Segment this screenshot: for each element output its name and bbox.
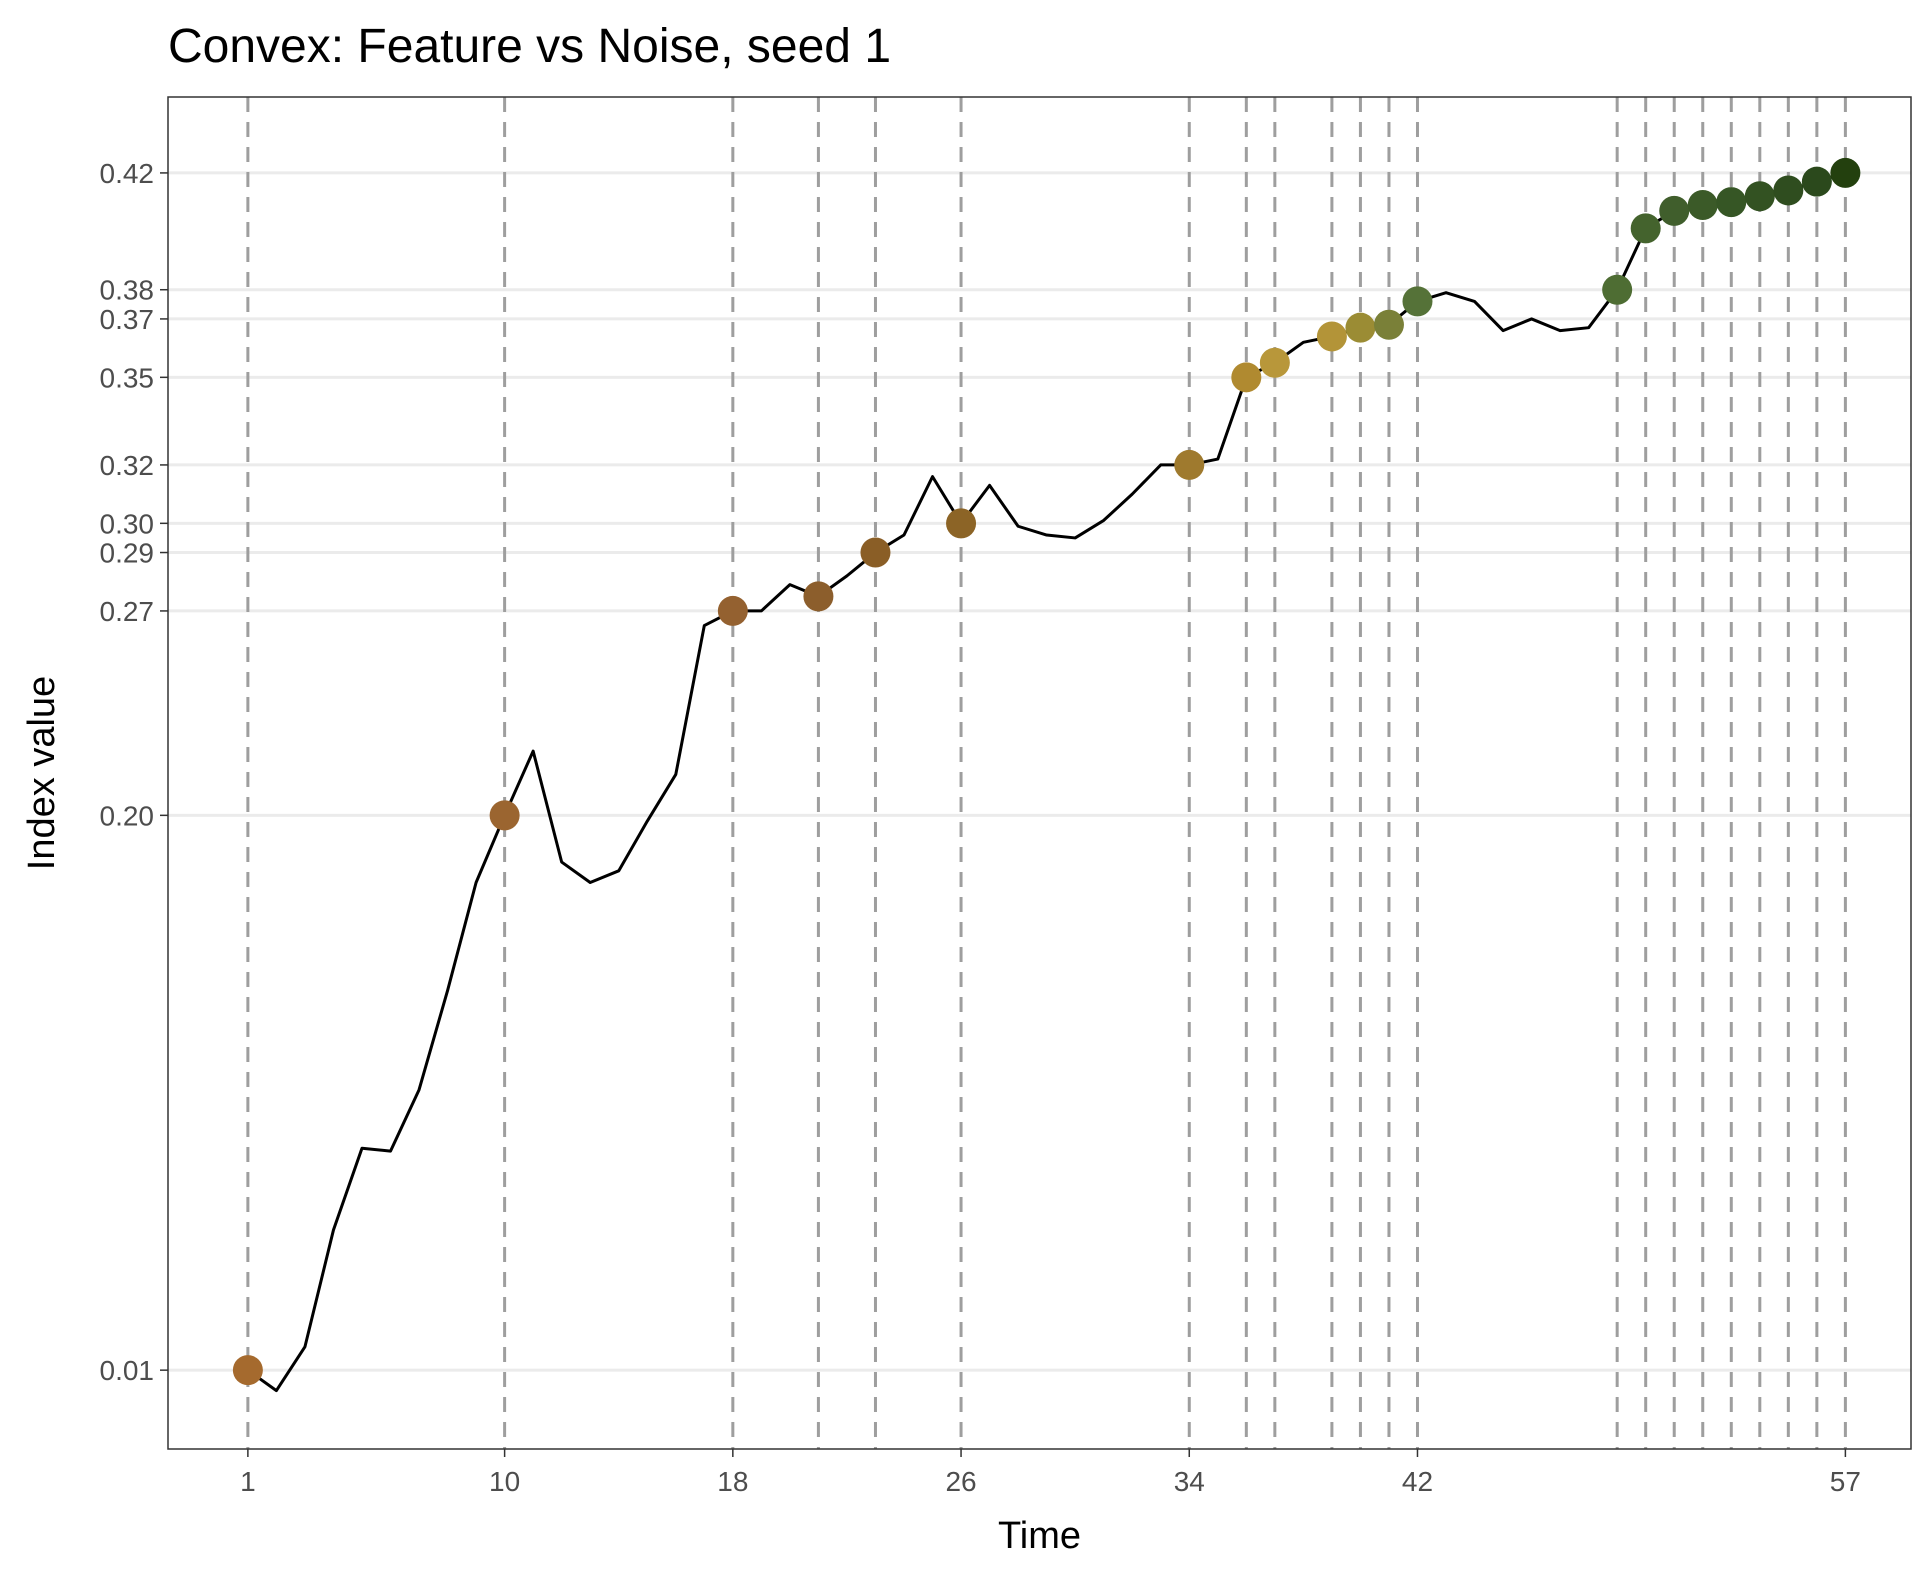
data-point	[1716, 187, 1747, 218]
data-point	[1602, 274, 1633, 305]
data-point	[489, 800, 520, 831]
data-point	[1259, 347, 1290, 378]
x-axis: 1 10 18 26 34 42 57	[240, 1449, 1861, 1497]
data-point	[1744, 181, 1775, 212]
data-point	[1402, 286, 1433, 317]
chart-title: Convex: Feature vs Noise, seed 1	[168, 20, 891, 73]
y-tick-label: 0.20	[100, 800, 155, 831]
x-tick-label: 10	[489, 1466, 520, 1497]
x-tick-label: 18	[717, 1466, 748, 1497]
x-tick-label: 26	[945, 1466, 976, 1497]
data-point	[1231, 362, 1262, 393]
data-point	[803, 581, 834, 612]
y-tick-label: 0.38	[100, 275, 155, 306]
y-axis-label: Index value	[21, 676, 63, 870]
data-point	[232, 1355, 263, 1386]
y-tick-label: 0.27	[100, 596, 155, 627]
plot-area	[168, 97, 1911, 1449]
y-axis: 0.01 0.20 0.27 0.290.30 0.32 0.35 0.370.38 0.42	[100, 158, 168, 1386]
data-point	[1830, 157, 1861, 188]
data-point	[860, 537, 891, 568]
series-line	[247, 171, 1846, 1393]
x-tick-label: 57	[1830, 1466, 1861, 1497]
data-point	[1345, 312, 1376, 343]
y-tick-label: 0.42	[100, 158, 155, 189]
data-point	[1630, 213, 1661, 244]
data-point	[946, 508, 977, 539]
x-tick-label: 34	[1174, 1466, 1205, 1497]
data-point	[1801, 166, 1832, 197]
y-tick-label: 0.01	[100, 1355, 155, 1386]
y-tick-label: 0.37	[100, 304, 155, 335]
x-tick-label: 42	[1402, 1466, 1433, 1497]
y-tick-label: 0.32	[100, 450, 155, 481]
y-tick-label: 0.30	[100, 508, 155, 539]
y-tick-label: 0.29	[100, 538, 155, 569]
data-point	[1687, 190, 1718, 221]
data-point	[1659, 195, 1690, 226]
x-tick-label: 1	[240, 1466, 256, 1497]
x-axis-label: Time	[998, 1515, 1081, 1557]
panel-border	[167, 96, 1912, 1450]
y-tick-label: 0.35	[100, 362, 155, 393]
data-point	[1373, 309, 1404, 340]
data-point	[1316, 321, 1347, 352]
data-point	[1773, 175, 1804, 206]
data-point	[717, 595, 748, 626]
data-point	[1174, 449, 1205, 480]
